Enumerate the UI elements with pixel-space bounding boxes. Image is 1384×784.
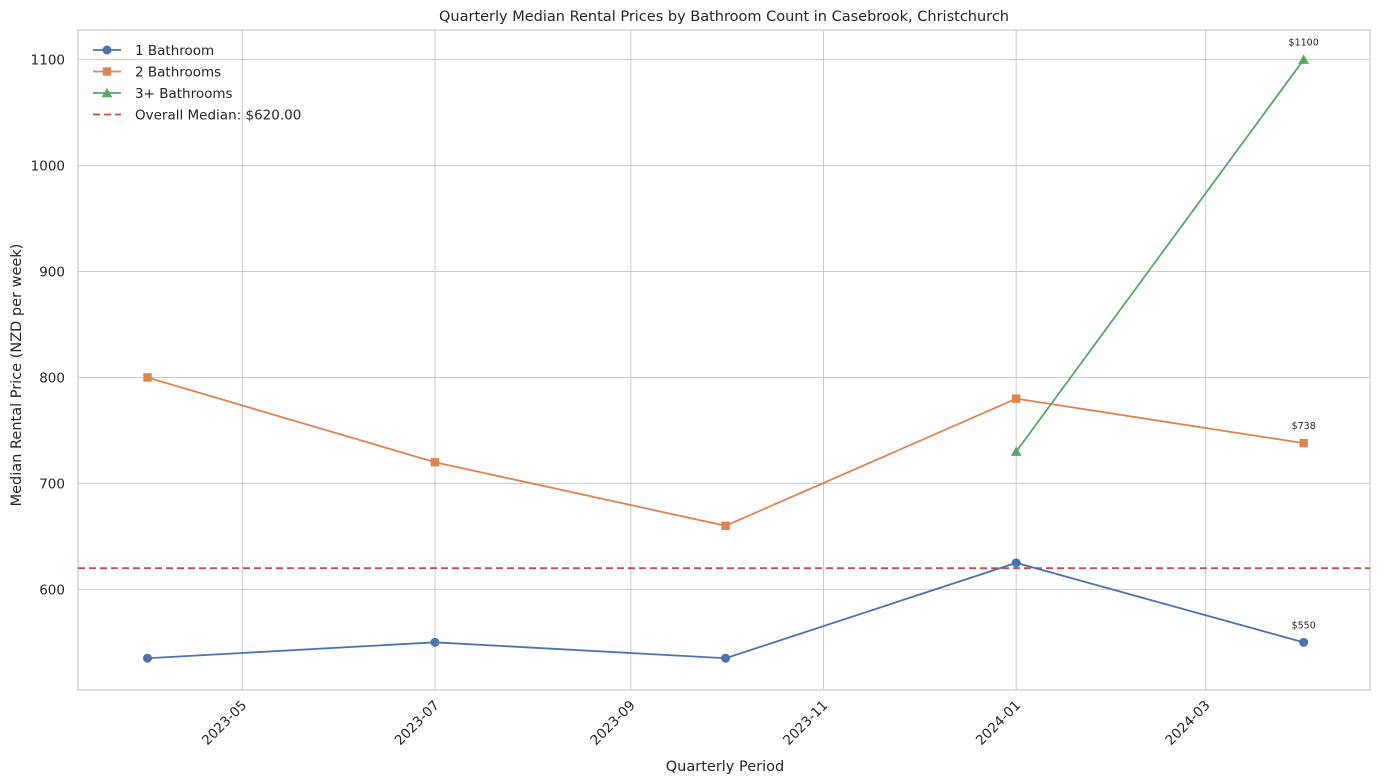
legend-label: 1 Bathroom [135,43,214,59]
data-point [430,637,440,647]
series-line [147,376,1304,527]
legend-marker [101,87,113,98]
legend-item: 1 Bathroom [93,43,214,59]
y-tick-label: 600 [39,582,65,598]
x-tick-label: 2024-03 [1162,698,1213,749]
grid [78,30,1370,690]
data-label: $550 [1292,620,1316,631]
x-tick-label: 2023-07 [392,698,443,749]
tick-label-layer: 600 700 800 900 1000 1100 2023-05 2023-07 2023-0… [31,53,1214,749]
data-point [1299,637,1309,647]
data-point [721,653,731,663]
data-point [1011,558,1021,568]
series-layer [142,54,1309,663]
chart-title: Quarterly Median Rental Prices by Bathro… [439,9,1009,25]
plot-frame [77,29,1371,691]
x-axis-label: Quarterly Period [666,759,784,775]
x-tick-label: 2023-09 [587,698,638,749]
data-point [142,653,152,663]
data-point [430,458,440,467]
series-2 [143,373,1308,530]
series-3 [1010,54,1309,456]
data-label: $1100 [1289,38,1319,49]
legend-label: 2 Bathrooms [135,65,221,81]
x-tick-label: 2023-05 [199,698,250,749]
legend-label: 3+ Bathrooms [135,86,233,102]
legend: 1 Bathroom 2 Bathrooms 3+ Bathrooms Overall… [93,43,301,124]
data-point [1298,54,1309,64]
x-tick-label: 2023-11 [780,698,831,749]
data-point [1010,446,1022,456]
y-tick-label: 800 [39,370,65,386]
data-point [143,373,152,382]
x-tick-label: 2024-01 [973,698,1024,749]
y-tick-label: 1000 [31,159,65,175]
y-tick-label: 1100 [31,53,65,69]
y-axis-label: Median Rental Price (NZD per week) [9,244,25,507]
data-point [1299,438,1308,448]
y-tick-label: 700 [39,476,65,492]
series-1 [142,558,1309,663]
legend-item: 3+ Bathrooms [93,86,233,102]
legend-item: Overall Median: $620.00 [93,108,301,124]
legend-item: 2 Bathrooms [93,65,221,81]
data-label: $738 [1292,421,1316,432]
series-line [147,561,1304,660]
legend-marker [102,67,112,76]
data-point [1012,394,1021,403]
series-line [1015,59,1305,453]
y-tick-label: 900 [39,265,65,281]
legend-label: Overall Median: $620.00 [135,108,301,124]
annotation-layer: $1100 $738 $550 [1289,38,1319,632]
legend-marker [102,45,112,55]
data-point [721,521,730,530]
